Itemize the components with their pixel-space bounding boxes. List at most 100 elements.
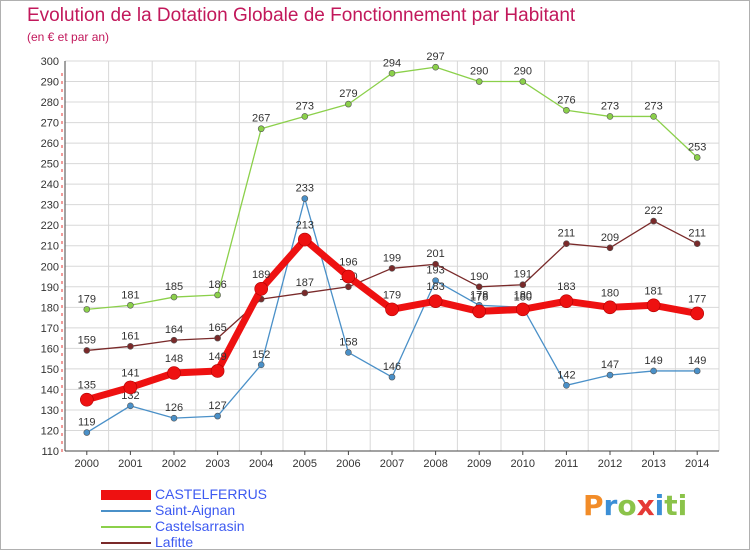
- data-label: 180: [514, 289, 532, 301]
- data-point: [80, 392, 94, 407]
- data-point: [297, 232, 312, 247]
- data-point: [690, 306, 705, 321]
- legend-label-saint-aignan: Saint-Aignan: [155, 502, 236, 518]
- data-point: [257, 125, 265, 133]
- data-label: 149: [644, 355, 662, 367]
- chart-title: Evolution de la Dotation Globale de Fonc…: [27, 5, 576, 26]
- data-label: 178: [470, 291, 488, 303]
- data-label: 273: [644, 100, 662, 112]
- data-point: [345, 100, 352, 108]
- x-tick-label: 2005: [293, 458, 317, 470]
- y-tick-label: 210: [41, 241, 59, 253]
- data-point: [650, 367, 657, 375]
- y-tick-label: 250: [41, 159, 59, 171]
- data-point: [606, 371, 614, 379]
- legend-item-castelferrus: CASTELFERRUS: [101, 486, 361, 503]
- data-label: 253: [688, 141, 706, 153]
- data-point: [301, 195, 309, 202]
- data-label: 209: [601, 232, 619, 244]
- data-label: 127: [208, 400, 226, 412]
- x-tick-label: 2008: [423, 458, 447, 470]
- y-tick-label: 300: [41, 56, 59, 68]
- data-label: 185: [165, 281, 183, 293]
- legend-label-castelsarrasin: Castelsarrasin: [155, 518, 245, 534]
- data-label: 186: [208, 279, 226, 291]
- legend-label-castelferrus: CASTELFERRUS: [155, 486, 268, 502]
- data-point: [606, 244, 614, 252]
- data-point: [432, 277, 439, 284]
- legend-label-lafitte: Lafitte: [155, 534, 194, 550]
- data-label: 161: [121, 330, 139, 342]
- data-label: 180: [514, 291, 532, 303]
- data-point: [515, 302, 530, 317]
- x-tick-label: 2003: [205, 458, 229, 470]
- y-tick-label: 170: [41, 323, 59, 335]
- x-tick-label: 2014: [685, 458, 709, 470]
- data-label: 273: [601, 100, 619, 112]
- legend-item-lafitte: Lafitte: [101, 534, 361, 551]
- data-label: 180: [601, 287, 619, 299]
- data-point: [345, 283, 352, 291]
- data-point: [475, 78, 483, 85]
- y-tick-label: 270: [41, 118, 59, 130]
- data-point: [170, 336, 178, 344]
- data-point: [254, 282, 269, 296]
- data-label: 159: [78, 334, 96, 346]
- data-label: 211: [688, 228, 706, 240]
- data-label: 177: [688, 293, 706, 305]
- data-point: [606, 113, 614, 120]
- x-tick-label: 2009: [467, 458, 491, 470]
- data-point: [83, 306, 91, 313]
- data-point: [167, 366, 181, 380]
- x-tick-label: 2000: [75, 458, 99, 470]
- data-label: 148: [165, 353, 183, 365]
- y-tick-label: 150: [41, 364, 59, 376]
- data-label: 132: [121, 390, 139, 402]
- data-point: [693, 154, 701, 161]
- data-label: 191: [514, 269, 532, 281]
- data-point: [123, 380, 138, 395]
- data-point: [693, 240, 701, 247]
- data-point: [301, 113, 309, 120]
- data-label: 119: [78, 417, 96, 429]
- data-point: [83, 429, 91, 436]
- data-point: [432, 63, 439, 71]
- data-label: 213: [296, 220, 314, 232]
- data-label: 183: [426, 281, 444, 293]
- data-label: 178: [470, 289, 488, 301]
- legend-swatch-lafitte: [101, 542, 151, 544]
- data-point: [646, 298, 661, 313]
- data-point: [127, 402, 134, 410]
- x-tick-label: 2004: [249, 458, 273, 470]
- data-point: [257, 361, 265, 369]
- data-point: [519, 281, 527, 289]
- legend: CASTELFERRUS Saint-Aignan Castelsarrasin…: [101, 486, 361, 551]
- x-tick-label: 2002: [162, 458, 186, 470]
- data-point: [650, 217, 657, 225]
- y-tick-label: 110: [41, 446, 59, 458]
- data-point: [563, 106, 570, 114]
- data-point: [475, 283, 483, 291]
- y-tick-label: 290: [41, 77, 59, 89]
- y-tick-label: 130: [41, 405, 59, 417]
- data-label: 126: [165, 402, 183, 414]
- data-label: 165: [208, 322, 226, 334]
- data-label: 233: [296, 183, 314, 195]
- data-label: 152: [252, 349, 270, 361]
- data-label: 181: [644, 285, 662, 297]
- data-point: [214, 291, 221, 299]
- x-tick-label: 2012: [598, 458, 622, 470]
- data-point: [472, 304, 487, 319]
- y-tick-label: 140: [41, 384, 59, 396]
- proxiti-logo: Proxiti: [583, 489, 688, 522]
- data-label: 141: [121, 367, 139, 379]
- data-label: 179: [383, 289, 401, 301]
- data-label: 135: [78, 380, 96, 392]
- x-tick-label: 2001: [118, 458, 142, 470]
- data-point: [170, 293, 178, 301]
- y-tick-label: 280: [41, 97, 59, 109]
- y-tick-label: 230: [41, 200, 59, 212]
- legend-item-saint-aignan: Saint-Aignan: [101, 502, 361, 519]
- data-label: 279: [339, 88, 357, 100]
